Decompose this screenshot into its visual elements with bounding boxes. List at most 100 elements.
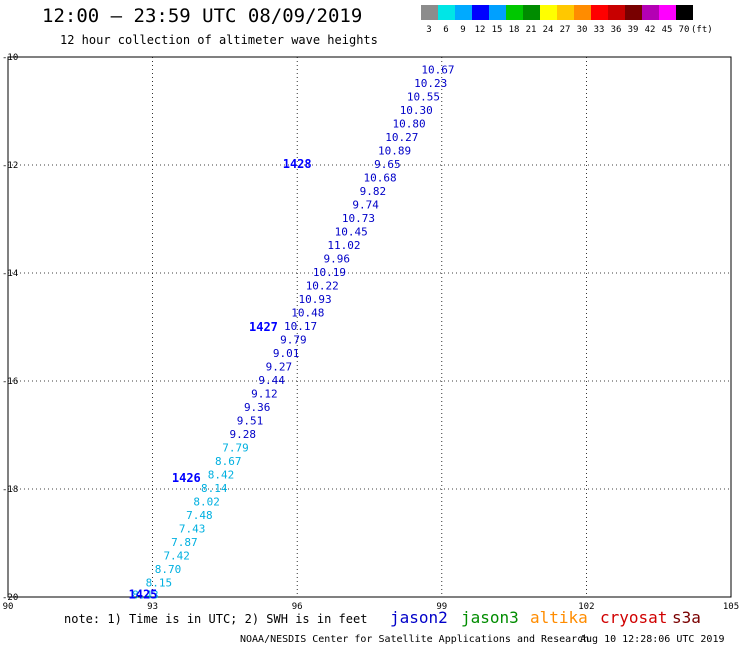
x-tick-label: 99 (436, 602, 447, 612)
x-tick-label: 102 (578, 602, 594, 612)
swh-label: 8.02 (193, 495, 220, 508)
colorbar-swatch (455, 5, 472, 20)
swh-label: 8.15 (146, 576, 173, 589)
swh-label: 10.19 (313, 266, 346, 279)
colorbar-label: 3 (426, 25, 432, 35)
legend-jason3: jason3 (461, 608, 519, 627)
colorbar-swatch (438, 5, 455, 20)
footer-credit: NOAA/NESDIS Center for Satellite Applica… (240, 634, 590, 645)
chart-subtitle: 12 hour collection of altimeter wave hei… (60, 33, 378, 47)
swh-label: 9.44 (258, 374, 285, 387)
swh-label: 8.67 (215, 455, 242, 468)
pass-label: 1427 (249, 320, 278, 334)
swh-label: 7.48 (186, 509, 213, 522)
swh-label: 7.43 (179, 522, 206, 535)
colorbar-label: 42 (644, 25, 656, 35)
pass-label: 1426 (172, 471, 201, 485)
swh-label: 10.80 (392, 117, 425, 130)
swh-label: 9.27 (266, 360, 293, 373)
colorbar-swatch (676, 5, 693, 20)
swh-label: 11.02 (327, 239, 360, 252)
swh-label: 10.93 (298, 293, 331, 306)
x-tick-label: 96 (292, 602, 303, 612)
x-tick-label: 93 (147, 602, 158, 612)
swh-label: 7.79 (222, 441, 249, 454)
y-tick-label: -10 (2, 53, 18, 63)
colorbar-swatch (540, 5, 557, 20)
y-tick-label: -20 (2, 593, 18, 603)
swh-label: 10.22 (306, 279, 339, 292)
colorbar-label: 24 (542, 25, 554, 35)
colorbar-label: 9 (460, 25, 466, 35)
plot-frame (7, 56, 732, 598)
pass-label: 1425 (129, 587, 158, 601)
colorbar-label: 6 (443, 25, 449, 35)
colorbar-swatch (506, 5, 523, 20)
swh-label: 7.42 (163, 549, 190, 562)
swh-label: 9.82 (360, 185, 387, 198)
colorbar-swatch (574, 5, 591, 20)
swh-label: 10.27 (385, 131, 418, 144)
pass-label: 1428 (283, 157, 312, 171)
swh-label: 9.51 (237, 414, 264, 427)
footer-timestamp: Aug 10 12:28:06 UTC 2019 (580, 634, 725, 645)
swh-label: 10.73 (342, 212, 375, 225)
colorbar-label: 45 (661, 25, 673, 35)
swh-label: 9.79 (280, 333, 307, 346)
colorbar-label: 33 (593, 25, 605, 35)
swh-label: 10.45 (335, 225, 368, 238)
x-tick-label: 90 (3, 602, 14, 612)
colorbar-label: 30 (576, 25, 588, 35)
colorbar-unit: (ft) (691, 25, 713, 35)
colorbar-label: 39 (627, 25, 639, 35)
colorbar-label: 27 (559, 25, 571, 35)
legend-s3a: s3a (672, 608, 701, 627)
y-tick-label: -12 (2, 161, 18, 171)
y-tick-label: -16 (2, 377, 18, 387)
swh-label: 10.55 (407, 90, 440, 103)
colorbar-swatch (591, 5, 608, 20)
y-tick-label: -18 (2, 485, 18, 495)
colorbar-swatch (557, 5, 574, 20)
y-tick-label: -14 (2, 269, 18, 279)
swh-label: 9.12 (251, 387, 278, 400)
chart-title: 12:00 – 23:59 UTC 08/09/2019 (42, 5, 363, 27)
swh-label: 10.48 (291, 306, 324, 319)
colorbar-swatch (659, 5, 676, 20)
footer-note: note: 1) Time is in UTC; 2) SWH is in fe… (64, 612, 368, 626)
swh-label: 8.43 (132, 588, 159, 601)
swh-label: 7.87 (171, 536, 198, 549)
swh-label: 10.17 (284, 320, 317, 333)
colorbar-swatch (608, 5, 625, 20)
colorbar-label: 12 (474, 25, 486, 35)
colorbar-label: 70 (678, 25, 690, 35)
colorbar-label: 18 (508, 25, 520, 35)
swh-label: 10.30 (400, 104, 433, 117)
x-tick-label: 105 (723, 602, 739, 612)
swh-label: 8.42 (208, 468, 235, 481)
colorbar-swatch (642, 5, 659, 20)
colorbar-label: 21 (525, 25, 537, 35)
colorbar-label: 36 (610, 25, 622, 35)
swh-label: 9.65 (374, 158, 401, 171)
colorbar-swatch (523, 5, 540, 20)
colorbar-swatch (625, 5, 642, 20)
swh-label: 9.36 (244, 401, 271, 414)
swh-label: 9.01 (273, 347, 300, 360)
swh-label: 10.89 (378, 144, 411, 157)
legend-cryosat: cryosat (600, 608, 668, 627)
swh-label: 10.23 (414, 77, 447, 90)
colorbar-label: 15 (491, 25, 503, 35)
swh-label: 9.74 (352, 198, 379, 211)
swh-label: 8.14 (201, 482, 228, 495)
colorbar-swatch (421, 5, 438, 20)
swh-label: 10.67 (421, 63, 454, 76)
legend-altika: altika (530, 608, 588, 627)
swh-label: 9.96 (323, 252, 350, 265)
colorbar-swatch (489, 5, 506, 20)
legend-jason2: jason2 (390, 608, 448, 627)
swh-label: 9.28 (229, 428, 256, 441)
swh-label: 8.70 (155, 563, 182, 576)
